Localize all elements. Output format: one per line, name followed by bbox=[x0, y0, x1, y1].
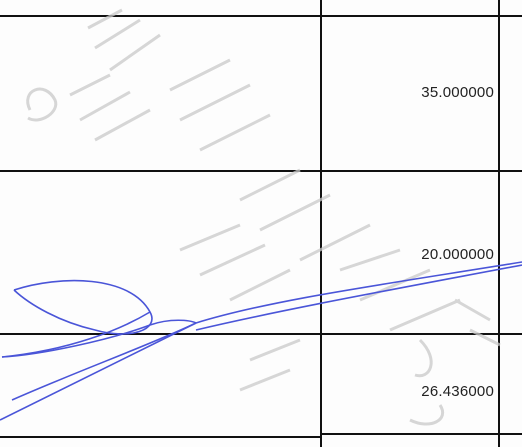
table-rule-left-bottom bbox=[0, 436, 322, 438]
table-rule-bottom bbox=[320, 433, 522, 435]
stamp-impression bbox=[26, 8, 501, 426]
table-right-border bbox=[498, 0, 500, 447]
table-cell-value: 26.436000 bbox=[421, 383, 494, 400]
table-column-divider bbox=[320, 0, 322, 447]
table-rule-row1-bottom bbox=[0, 170, 522, 172]
table-rule-row2-bottom bbox=[0, 333, 522, 335]
table-cell-value: 35.000000 bbox=[421, 84, 494, 101]
table-cell-value: 20.000000 bbox=[421, 246, 494, 263]
table-rule-top bbox=[0, 15, 522, 17]
